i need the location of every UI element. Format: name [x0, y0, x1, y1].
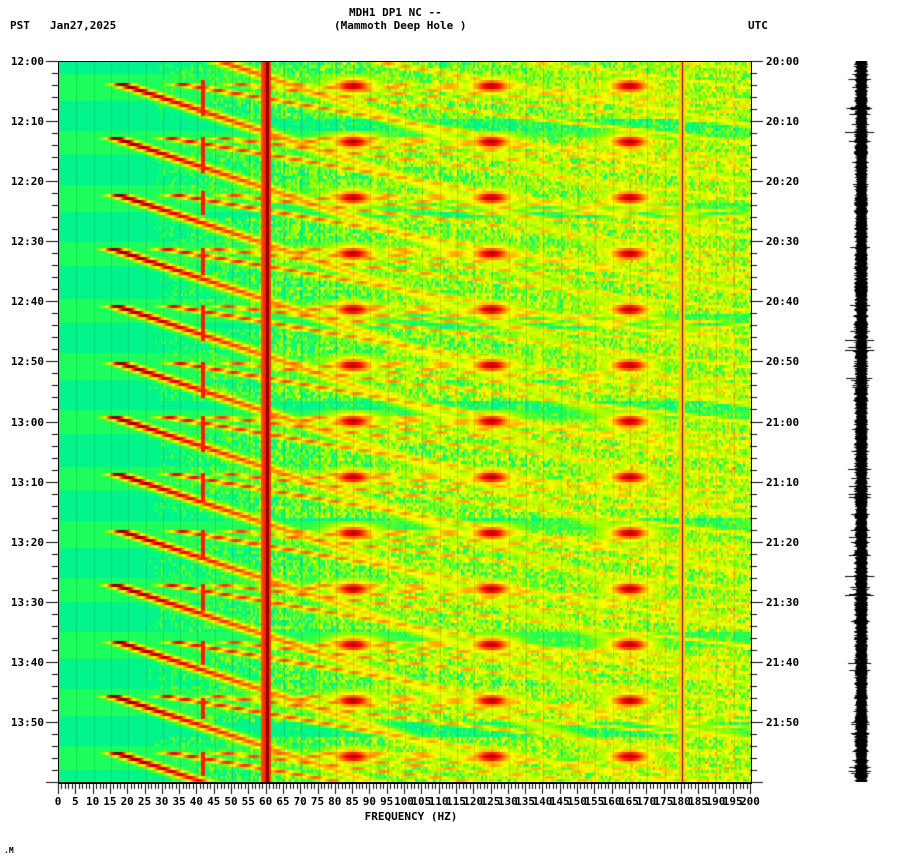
frequency-tick-label: 80 [328, 795, 342, 808]
right-axis-tick-label: 20:50 [766, 355, 800, 369]
frequency-tick-label: 15 [103, 795, 117, 808]
right-axis-tick-label: 20:30 [766, 235, 800, 249]
right-axis-tick-label: 20:00 [766, 55, 800, 68]
frequency-tick-label: 155 [584, 795, 605, 808]
frequency-tick-label: 70 [293, 795, 307, 808]
seismogram-trace [845, 61, 885, 782]
left-axis-tick-label: 13:10 [10, 475, 44, 489]
frequency-tick-label: 130 [497, 795, 518, 808]
frequency-tick-label: 160 [601, 795, 622, 808]
right-axis-tick-label: 21:20 [766, 535, 800, 549]
right-axis-ticks [750, 54, 765, 789]
right-axis-tick-label: 20:20 [766, 175, 800, 189]
left-axis-tick-label: 13:50 [10, 715, 44, 729]
frequency-tick-label: 5 [71, 795, 79, 808]
frequency-tick-label: 165 [618, 795, 639, 808]
frequency-tick-label: 20 [120, 795, 134, 808]
bottom-axis-ticks [44, 782, 774, 796]
frequency-tick-label: 35 [172, 795, 186, 808]
frequency-tick-label: 30 [155, 795, 169, 808]
frequency-tick-label: 95 [380, 795, 394, 808]
frequency-tick-label: 145 [549, 795, 570, 808]
frequency-tick-label: 140 [532, 795, 553, 808]
frequency-tick-label: 125 [480, 795, 501, 808]
date-label: Jan27,2025 [50, 19, 117, 32]
frequency-tick-label: 105 [411, 795, 432, 808]
spectrogram-plot [58, 61, 752, 784]
corner-mark: .M [4, 846, 14, 855]
frequency-tick-label: 75 [310, 795, 325, 808]
left-axis-tick-label: 12:10 [10, 115, 44, 129]
left-axis-tick-label: 12:50 [10, 355, 44, 369]
frequency-tick-label: 40 [189, 795, 204, 808]
left-axis-tick-label: 13:40 [10, 655, 44, 669]
frequency-tick-label: 135 [515, 795, 536, 808]
frequency-tick-label: 150 [567, 795, 587, 808]
frequency-tick-label: 45 [207, 795, 221, 808]
frequency-tick-label: 0 [54, 795, 62, 808]
frequency-tick-label: 120 [463, 795, 484, 808]
frequency-tick-label: 100 [394, 795, 414, 808]
frequency-tick-label: 175 [653, 795, 674, 808]
frequency-tick-label: 115 [445, 795, 466, 808]
left-axis-tick-label: 12:40 [10, 295, 44, 309]
right-axis-tick-label: 20:40 [766, 295, 800, 309]
right-axis-tick-label: 21:30 [766, 595, 800, 609]
left-axis-tick-label: 13:20 [10, 535, 44, 549]
frequency-tick-label: 180 [670, 795, 691, 808]
spectrogram-image [59, 62, 751, 783]
frequency-tick-label: 90 [362, 795, 377, 808]
frequency-tick-label: 85 [345, 795, 359, 808]
frequency-tick-label: 185 [688, 795, 709, 808]
frequency-tick-label: 110 [428, 795, 449, 808]
left-axis-ticks [44, 54, 59, 789]
frequency-tick-label: 190 [705, 795, 726, 808]
left-axis-tick-label: 12:20 [10, 175, 44, 189]
left-axis-tick-label: 12:00 [10, 55, 44, 68]
frequency-tick-label: 10 [85, 795, 100, 808]
right-axis-tick-label: 20:10 [766, 115, 800, 129]
page-subtitle: (Mammoth Deep Hole ) [334, 19, 467, 32]
frequency-tick-label: 200 [740, 795, 760, 808]
left-axis-tick-label: 13:00 [10, 415, 44, 429]
timezone-label-right: UTC [748, 19, 768, 32]
frequency-tick-label: 25 [137, 795, 152, 808]
frequency-tick-label: 50 [224, 795, 238, 808]
frequency-tick-label: 55 [241, 795, 255, 808]
right-axis-tick-label: 21:50 [766, 715, 800, 729]
right-axis-tick-label: 21:00 [766, 415, 800, 429]
frequency-tick-label: 60 [258, 795, 273, 808]
frequency-tick-label: 65 [276, 795, 290, 808]
left-axis-tick-label: 13:30 [10, 595, 44, 609]
right-axis-tick-label: 21:10 [766, 475, 800, 489]
page-title: MDH1 DP1 NC -- [349, 6, 442, 19]
frequency-tick-label: 170 [636, 795, 657, 808]
right-axis-tick-label: 21:40 [766, 655, 800, 669]
frequency-axis-title: FREQUENCY (HZ) [364, 810, 458, 823]
frequency-tick-label: 195 [722, 795, 743, 808]
left-axis-tick-label: 12:30 [10, 235, 44, 249]
seismogram-trace-panel [845, 61, 885, 782]
timezone-label-left: PST [10, 19, 30, 32]
